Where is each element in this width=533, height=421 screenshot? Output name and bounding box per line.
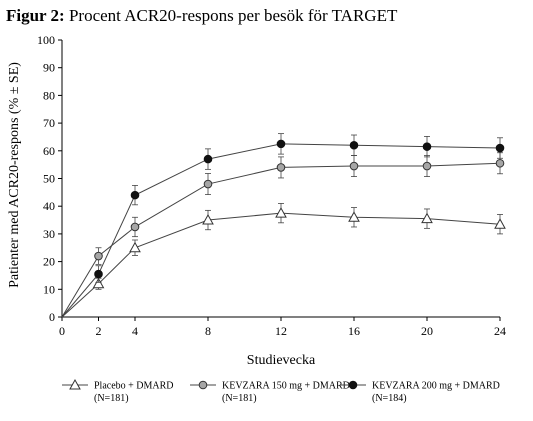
y-tick-label: 30	[43, 227, 55, 241]
series-line	[61, 162, 501, 318]
y-tick-label: 100	[37, 33, 55, 47]
legend-n-label: (N=181)	[94, 393, 129, 404]
y-axis-ticks: 0 10 20 30 40 50 60 70 80 90 100	[37, 33, 62, 324]
x-tick-label: 8	[205, 324, 211, 338]
y-tick-label: 60	[43, 144, 55, 158]
data-point	[129, 241, 141, 253]
x-axis-label: Studievecka	[247, 353, 316, 368]
y-axis-label: Patienter med ACR20-respons (% ± SE)	[7, 62, 22, 288]
figure-label: Figur 2:	[6, 6, 65, 25]
data-point	[422, 142, 432, 151]
legend-item: KEVZARA 200 mg + DMARD(N=184)	[340, 380, 500, 404]
data-point	[495, 143, 505, 153]
figure-title: Figur 2: Procent ACR20-respons per besök…	[6, 6, 397, 26]
y-tick-label: 80	[43, 88, 55, 102]
legend-item: Placebo + DMARD(N=181)	[62, 378, 174, 404]
x-tick-label: 20	[421, 324, 433, 338]
legend-item: KEVZARA 150 mg + DMARD(N=181)	[190, 380, 350, 404]
data-point	[203, 154, 213, 164]
data-point	[94, 251, 103, 261]
data-point	[348, 211, 360, 222]
data-point	[495, 158, 505, 168]
data-point	[421, 212, 433, 224]
legend-label: Placebo + DMARD	[94, 381, 174, 392]
x-tick-label: 24	[494, 324, 506, 338]
x-tick-label: 16	[348, 324, 360, 338]
legend: Placebo + DMARD(N=181)KEVZARA 150 mg + D…	[62, 378, 500, 404]
y-tick-label: 20	[43, 255, 55, 269]
data-point	[92, 277, 105, 289]
data-point	[276, 163, 286, 172]
data-point	[203, 179, 213, 189]
series-2	[61, 152, 505, 318]
figure-title-text: Procent ACR20-respons per besök för TARG…	[68, 6, 398, 25]
series-3	[61, 133, 505, 318]
data-point	[494, 218, 506, 229]
y-tick-label: 10	[43, 282, 55, 296]
data-point	[276, 139, 286, 149]
data-point	[130, 222, 140, 232]
x-tick-label: 4	[132, 324, 138, 338]
y-tick-label: 40	[43, 199, 55, 213]
y-tick-label: 90	[43, 61, 55, 75]
legend-marker	[198, 380, 208, 390]
y-tick-label: 0	[49, 310, 55, 324]
data-point	[349, 161, 359, 171]
x-axis-ticks: 0 2 4 8 12 16 20 24	[59, 317, 506, 338]
series-line	[61, 212, 501, 318]
data-point	[94, 269, 103, 279]
series-layer	[61, 133, 506, 318]
data-point	[422, 161, 432, 171]
y-tick-label: 50	[43, 172, 55, 186]
legend-n-label: (N=184)	[372, 393, 407, 404]
x-tick-label: 2	[96, 324, 102, 338]
data-point	[349, 140, 359, 150]
data-point	[130, 190, 140, 200]
legend-marker	[348, 380, 358, 390]
legend-label: KEVZARA 200 mg + DMARD	[372, 381, 500, 392]
data-point	[202, 214, 214, 225]
axes	[61, 40, 500, 318]
legend-marker	[69, 378, 81, 390]
legend-n-label: (N=181)	[222, 393, 257, 404]
x-tick-label: 0	[59, 324, 65, 338]
x-tick-label: 12	[275, 324, 287, 338]
data-point	[275, 207, 287, 218]
legend-label: KEVZARA 150 mg + DMARD	[222, 381, 350, 392]
series-1	[61, 203, 506, 318]
y-tick-label: 70	[43, 116, 55, 130]
series-line	[61, 143, 501, 318]
